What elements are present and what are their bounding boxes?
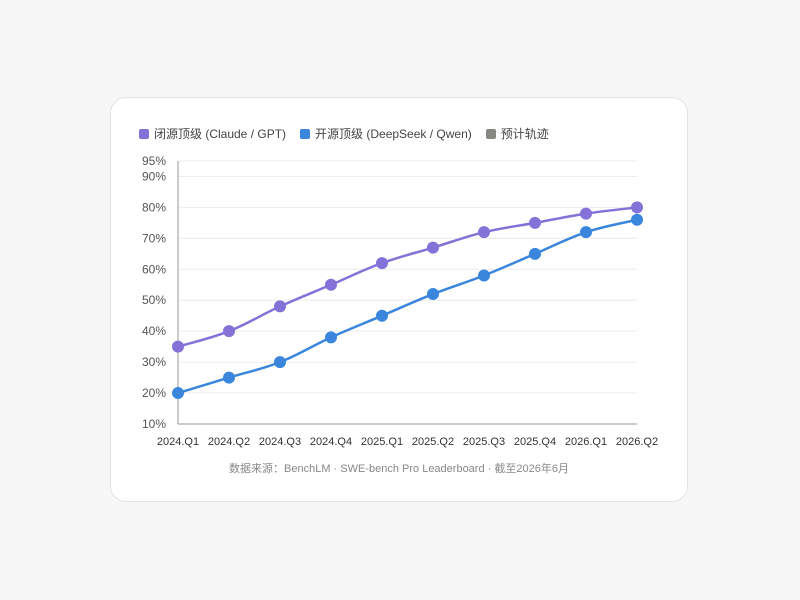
x-tick-label: 2025.Q4 <box>514 436 556 448</box>
legend-swatch-closed <box>139 128 149 139</box>
x-tick-label: 2025.Q2 <box>412 436 454 448</box>
legend: 闭源顶级 (Claude / GPT) 开源顶级 (DeepSeek / Qwe… <box>139 125 563 142</box>
series-line-closed <box>176 206 639 348</box>
data-point-closed <box>376 257 388 270</box>
y-tick-label: 60% <box>142 262 166 276</box>
data-point-closed <box>325 278 337 291</box>
legend-item-forecast[interactable]: 预计轨迹 <box>485 125 549 142</box>
x-tick-label: 2025.Q1 <box>361 436 403 448</box>
x-tick-label: 2026.Q1 <box>565 436 607 448</box>
data-point-open <box>427 288 439 301</box>
data-point-closed <box>478 226 490 239</box>
data-point-closed <box>529 216 541 229</box>
y-tick-label: 50% <box>142 293 166 307</box>
x-tick-label: 2024.Q3 <box>259 436 301 448</box>
x-tick-label: 2024.Q4 <box>310 436 352 448</box>
data-point-open <box>478 269 490 282</box>
data-point-open <box>172 387 184 400</box>
data-point-closed <box>172 340 184 353</box>
y-tick-label: 70% <box>142 231 166 245</box>
x-tick-label: 2024.Q2 <box>208 436 250 448</box>
y-tick-label: 80% <box>142 200 166 214</box>
x-tick-label: 2025.Q3 <box>463 436 505 448</box>
legend-swatch-forecast <box>485 128 496 139</box>
data-point-closed <box>427 241 439 254</box>
y-tick-label: 10% <box>142 417 166 431</box>
legend-label-closed: 闭源顶级 (Claude / GPT) <box>154 127 287 141</box>
y-tick-label: 30% <box>142 355 166 369</box>
data-point-open <box>223 371 235 384</box>
x-tick-label: 2024.Q1 <box>157 436 199 448</box>
y-tick-label: 20% <box>142 386 166 400</box>
y-tick-label: 90% <box>142 169 166 183</box>
data-point-open <box>274 356 286 369</box>
series-line-open <box>176 218 639 395</box>
data-point-closed <box>631 201 643 214</box>
data-point-open <box>631 213 643 226</box>
data-point-closed <box>580 207 592 220</box>
data-point-open <box>529 247 541 260</box>
legend-item-closed[interactable]: 闭源顶级 (Claude / GPT) <box>139 125 286 142</box>
data-point-open <box>580 226 592 239</box>
data-point-open <box>376 309 388 322</box>
y-tick-label: 40% <box>142 324 166 338</box>
x-tick-label: 2026.Q2 <box>616 436 658 448</box>
data-point-closed <box>223 325 235 338</box>
legend-swatch-open <box>300 128 311 139</box>
legend-item-open[interactable]: 开源顶级 (DeepSeek / Qwen) <box>300 125 472 142</box>
data-point-open <box>325 331 337 344</box>
legend-label-open: 开源顶级 (DeepSeek / Qwen) <box>315 127 472 141</box>
source-note: 数据来源：BenchLM · SWE-bench Pro Leaderboard… <box>229 463 569 475</box>
chart-card <box>110 97 688 502</box>
legend-label-forecast: 预计轨迹 <box>500 127 549 141</box>
y-tick-label: 95% <box>142 154 166 168</box>
data-point-closed <box>274 300 286 313</box>
